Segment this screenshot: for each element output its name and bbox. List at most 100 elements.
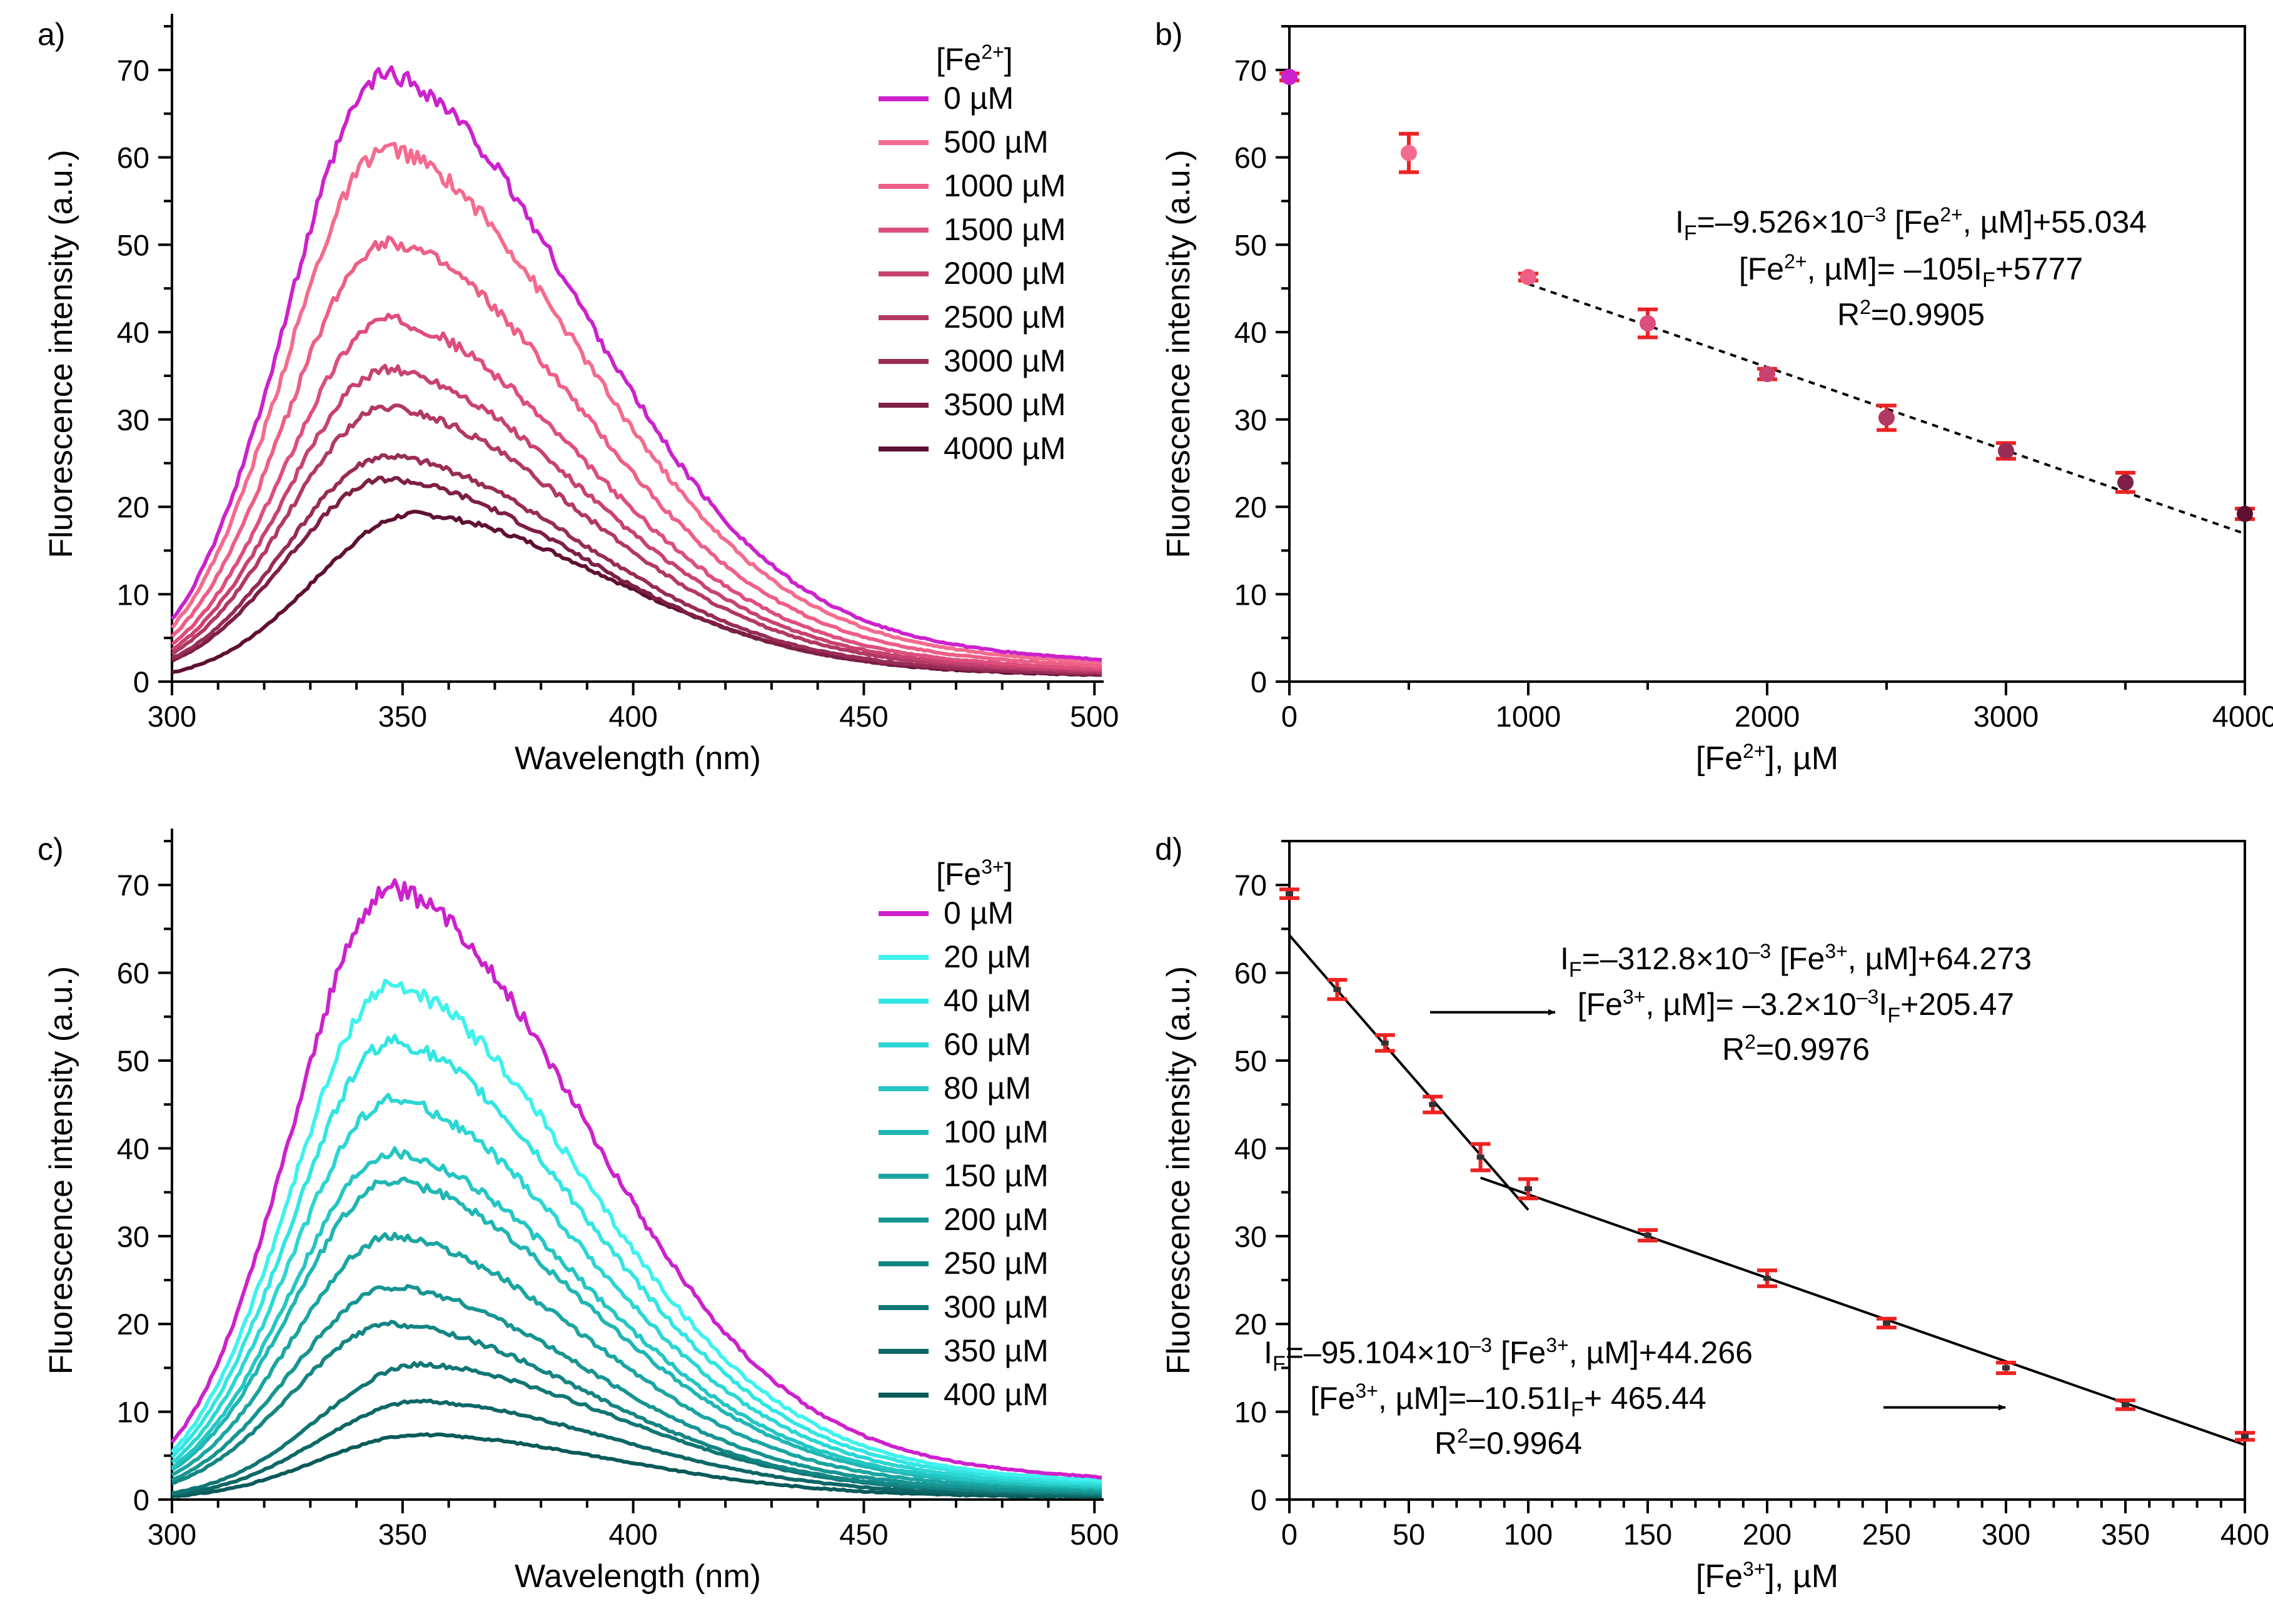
spectrum-line (171, 1146, 1102, 1489)
spectrum-line (171, 403, 1102, 674)
fit-equation-part: +5777 (1995, 251, 2083, 286)
fit-equation-upper-part: , µM]= –3.2×10 (1645, 987, 1856, 1022)
panel-d-calibration-fe3: 0 10 20 30 40 50 60 70 0 50 100 150 200 250 300 350 400 F… (1155, 832, 2269, 1595)
data-point (2002, 1365, 2010, 1371)
legend-title: [Fe3+​] (936, 855, 1013, 892)
spectrum-line (171, 1231, 1102, 1493)
spectrum-line (170, 235, 1102, 668)
legend-label: 80 µM (944, 1071, 1031, 1106)
legend-label: 60 µM (944, 1027, 1031, 1062)
legend-title-part: 3+ (981, 855, 1004, 878)
fit-equation-upper-part: R (1722, 1032, 1745, 1067)
spectrum-line (170, 1034, 1102, 1485)
fit-equation-part: –3 (1864, 203, 1887, 226)
fit-equation: [Fe2+​, µM]= –105IF​+5777 (1739, 250, 2083, 292)
y-axis-label: Fluorescence intensity (a.u.) (43, 966, 79, 1374)
fit-equation-upper: IF​=–312.8×10–3​ [Fe3+​, µM]+64.273 (1560, 940, 2032, 982)
y-tick-label: 60 (1234, 141, 1267, 174)
data-point (1998, 443, 2014, 460)
data-point (1286, 891, 1293, 897)
legend-title-part: [Fe (936, 42, 981, 77)
legend-label: 300 µM (944, 1289, 1049, 1324)
fit-equation-lower-part: F (1571, 1398, 1584, 1421)
y-axis-label: Fluorescence intensity (a.u.) (43, 149, 79, 558)
spectrum-line (171, 1284, 1102, 1494)
x-tick-label: 300 (148, 1518, 196, 1551)
spectrum-line (171, 1092, 1102, 1487)
legend-label: 1000 µM (944, 168, 1066, 203)
y-tick-label: 20 (1234, 491, 1267, 524)
fit-equation: R2​=0.9905 (1837, 296, 1985, 332)
data-point (1520, 269, 1536, 286)
fit-equation-part: F (1982, 268, 1995, 292)
legend-label: 400 µM (944, 1377, 1049, 1412)
y-tick-label: 50 (1234, 1044, 1267, 1077)
fit-equation-lower-part: [Fe (1492, 1335, 1546, 1370)
legend-label: 500 µM (944, 124, 1049, 159)
fit-equation-lower-part: , µM]=–10.51I (1378, 1381, 1571, 1416)
x-tick-label: 350 (2101, 1518, 2150, 1551)
y-tick-label: 10 (1234, 1396, 1267, 1429)
y-tick-label: 10 (117, 578, 149, 611)
x-tick-label: 250 (1862, 1518, 1911, 1551)
legend-label: 3500 µM (944, 387, 1066, 422)
data-point (2241, 1433, 2249, 1439)
spectrum-line (171, 363, 1102, 673)
panel-label: d) (1155, 832, 1182, 867)
fit-equation-lower-part: + 465.44 (1584, 1381, 1706, 1416)
y-tick-label: 0 (133, 665, 149, 699)
data-point (1763, 1276, 1771, 1281)
x-tick-label: 2000 (1735, 700, 1800, 733)
fit-equation-part: , µM]= –105I (1807, 251, 1982, 286)
x-tick-label: 0 (1281, 700, 1298, 733)
fit-equation-lower: IF​=–95.104×10–3​ [Fe3+​, µM]+44.266 (1264, 1334, 1753, 1376)
legend-label: 100 µM (944, 1114, 1049, 1149)
fit-equation-part: =0.9905 (1871, 297, 1985, 332)
x-axis-label-part: ], µM (1766, 1558, 1839, 1595)
fit-equation-upper-part: [Fe (1578, 987, 1623, 1022)
y-tick-label: 70 (117, 869, 149, 902)
panel-b-calibration-fe2: 0 10 20 30 40 50 60 70 0 1000 2000 3000 4000 Fluoresc… (1155, 17, 2273, 777)
fit-equation-upper-part: F (1887, 1004, 1900, 1027)
legend-label: 4000 µM (944, 431, 1066, 466)
data-point (1759, 366, 1775, 383)
spectrum-line (170, 978, 1102, 1483)
fit-equation-lower-part: =0.9964 (1468, 1426, 1582, 1461)
data-point (2122, 1402, 2129, 1408)
x-tick-label: 400 (608, 1518, 657, 1551)
legend-label: 150 µM (944, 1158, 1049, 1193)
x-tick-label: 300 (148, 700, 196, 733)
x-tick-label: 450 (839, 1518, 888, 1551)
fit-equation-lower-part: , µM]+44.266 (1569, 1335, 1753, 1370)
spectrum-line (171, 1398, 1102, 1498)
fit-equation-part: R (1837, 297, 1860, 332)
fit-equation-upper-part: , µM]+64.273 (1848, 941, 2032, 976)
y-tick-label: 40 (1234, 1132, 1267, 1165)
panel-label: b) (1155, 17, 1182, 52)
y-tick-label: 50 (117, 228, 149, 261)
x-axis-label: Wavelength (nm) (515, 740, 761, 777)
y-tick-label: 70 (117, 54, 149, 87)
fit-equation-upper-part: +205.47 (1900, 987, 2014, 1022)
legend-label: 0 µM (944, 81, 1014, 116)
fit-equation-part: [Fe (1739, 251, 1784, 286)
panel-c-emission-spectra-fe3: 0 10 20 30 40 50 60 70 300 350 400 450 500 Fluorescen… (38, 829, 1119, 1595)
fit-equation-lower-part: 3+ (1355, 1379, 1378, 1402)
spectrum-line (171, 453, 1102, 676)
x-axis-label-part: [Fe (1696, 1558, 1743, 1595)
spectrum-line (171, 313, 1102, 671)
fit-equation-lower: [Fe3+​, µM]=–10.51IF​+ 465.44 (1310, 1379, 1706, 1421)
x-tick-label: 200 (1743, 1518, 1792, 1551)
fit-equation-part: F (1684, 221, 1697, 245)
fit-equation-upper-part: [Fe (1771, 941, 1825, 976)
fit-equation-upper-part: =–312.8×10 (1582, 941, 1749, 976)
data-point (1640, 315, 1656, 332)
data-point (1401, 144, 1417, 161)
fit-equation-lower: R2​=0.9964 (1434, 1425, 1582, 1461)
y-axis-label: Fluorescence intensity (a.u.) (1161, 149, 1197, 558)
x-tick-label: 350 (378, 700, 427, 733)
spectrum-line (170, 878, 1102, 1480)
fit-equation-lower-part: R (1434, 1426, 1457, 1461)
fit-line-low-range (1288, 934, 1530, 1211)
